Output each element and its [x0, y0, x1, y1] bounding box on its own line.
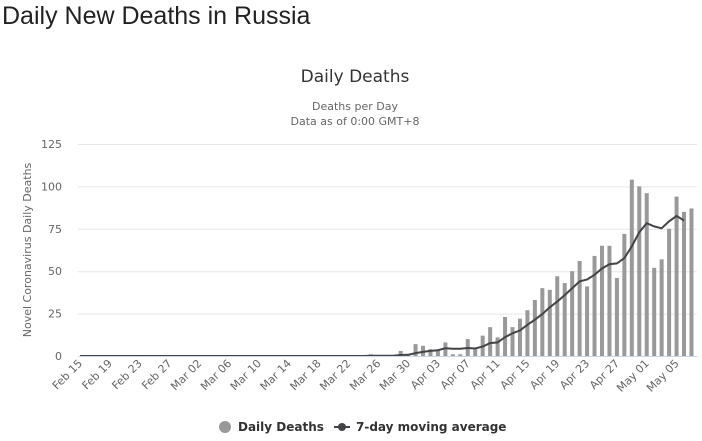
- page-title: Daily New Deaths in Russia: [2, 2, 311, 30]
- bar-daily-deaths[interactable]: [629, 179, 634, 356]
- legend-marker-dot-icon: [338, 423, 346, 431]
- legend-label-daily-deaths: Daily Deaths: [238, 420, 324, 434]
- x-tick-label: Apr 23: [557, 357, 592, 392]
- y-tick-label: 75: [48, 223, 62, 236]
- bar-daily-deaths[interactable]: [652, 267, 657, 356]
- chart-title: Daily Deaths: [301, 67, 410, 87]
- bar-daily-deaths[interactable]: [413, 344, 418, 356]
- bar-daily-deaths[interactable]: [682, 211, 687, 356]
- chart-subtitle-line-2: Data as of 0:00 GMT+8: [291, 115, 420, 128]
- x-tick-label: Mar 14: [258, 357, 294, 393]
- bar-daily-deaths[interactable]: [599, 245, 604, 356]
- y-tick-label: 0: [55, 350, 62, 363]
- bar-daily-deaths[interactable]: [488, 327, 493, 356]
- legend-marker-circle-icon: [219, 421, 231, 433]
- y-tick-label: 50: [48, 265, 62, 278]
- bar-daily-deaths[interactable]: [659, 259, 664, 356]
- bar-daily-deaths[interactable]: [555, 276, 560, 356]
- y-tick-label: 125: [41, 138, 62, 151]
- bar-daily-deaths[interactable]: [577, 261, 582, 356]
- x-tick-label: Feb 23: [109, 357, 144, 392]
- legend-item-moving-average[interactable]: 7-day moving average: [334, 420, 506, 434]
- x-tick-label: May 05: [644, 357, 682, 395]
- y-axis-title: Novel Coronavirus Daily Deaths: [21, 162, 34, 337]
- bar-daily-deaths[interactable]: [622, 233, 627, 356]
- bar-daily-deaths[interactable]: [674, 196, 679, 356]
- bar-daily-deaths[interactable]: [435, 350, 440, 356]
- x-tick-label: Apr 03: [408, 357, 443, 392]
- x-tick-label: Apr 07: [438, 357, 473, 392]
- bar-daily-deaths[interactable]: [592, 255, 597, 356]
- bar-daily-deaths[interactable]: [614, 277, 619, 356]
- bar-daily-deaths[interactable]: [398, 350, 403, 356]
- x-tick-label: Mar 18: [288, 357, 324, 393]
- bar-daily-deaths[interactable]: [644, 193, 649, 356]
- bar-daily-deaths[interactable]: [562, 283, 567, 356]
- bar-daily-deaths[interactable]: [637, 186, 642, 356]
- x-tick-label: Apr 19: [527, 357, 562, 392]
- x-tick-label: Mar 30: [377, 357, 413, 393]
- x-tick-label: Apr 15: [498, 357, 533, 392]
- bar-daily-deaths[interactable]: [585, 286, 590, 356]
- bar-daily-deaths[interactable]: [473, 349, 478, 356]
- bar-daily-deaths[interactable]: [517, 318, 522, 356]
- bar-daily-deaths[interactable]: [450, 354, 455, 356]
- x-tick-label: Mar 26: [347, 357, 383, 393]
- x-tick-label: Mar 06: [198, 357, 234, 393]
- bar-daily-deaths[interactable]: [510, 327, 515, 356]
- x-tick-label: Feb 19: [80, 357, 115, 392]
- legend-label-moving-average: 7-day moving average: [356, 420, 506, 434]
- bar-daily-deaths[interactable]: [525, 310, 530, 356]
- bar-daily-deaths[interactable]: [547, 289, 552, 356]
- bar-daily-deaths[interactable]: [667, 228, 672, 356]
- x-tick-label: Apr 11: [468, 357, 503, 392]
- x-tick-label: Mar 22: [317, 357, 353, 393]
- y-tick-label: 25: [48, 308, 62, 321]
- bar-daily-deaths[interactable]: [532, 300, 537, 356]
- legend-item-daily-deaths[interactable]: Daily Deaths: [219, 420, 324, 434]
- bar-daily-deaths[interactable]: [607, 245, 612, 356]
- bar-daily-deaths[interactable]: [495, 337, 500, 356]
- x-tick-label: Feb 27: [139, 357, 174, 392]
- chart-subtitle-line-1: Deaths per Day: [312, 100, 398, 113]
- x-tick-label: Mar 10: [228, 357, 264, 393]
- bar-daily-deaths[interactable]: [428, 349, 433, 356]
- bar-daily-deaths[interactable]: [689, 208, 694, 356]
- y-tick-label: 100: [41, 180, 62, 193]
- bar-daily-deaths[interactable]: [458, 354, 463, 356]
- bar-daily-deaths[interactable]: [570, 271, 575, 356]
- x-tick-label: Mar 02: [168, 357, 204, 393]
- bar-daily-deaths[interactable]: [540, 288, 545, 356]
